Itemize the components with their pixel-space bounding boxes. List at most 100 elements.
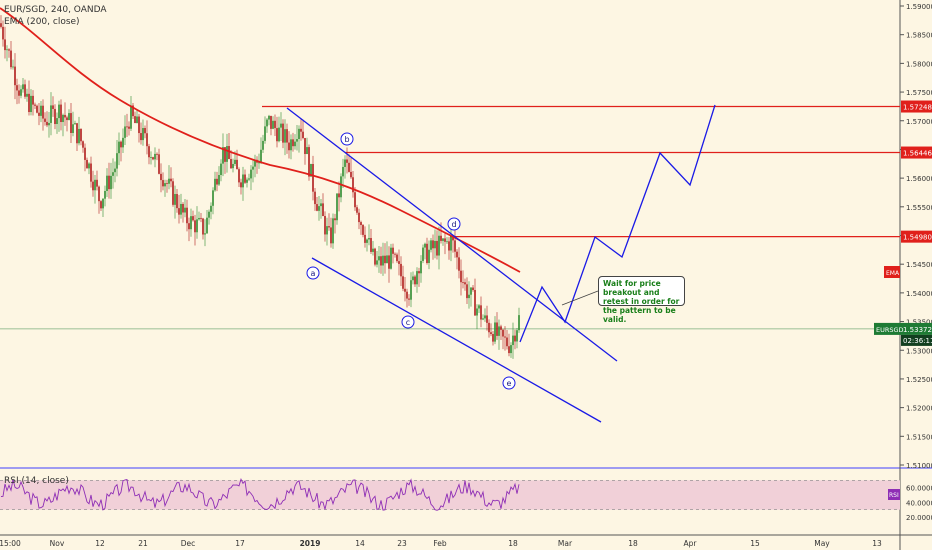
candle-body [350, 171, 352, 178]
wave-label-text: e [507, 379, 512, 388]
candle-body [366, 239, 368, 243]
candle-body [462, 282, 464, 284]
candle-body [250, 169, 252, 179]
price-tick-label: 1.57000 [906, 118, 932, 126]
candle-body [200, 217, 202, 219]
candle-body [458, 257, 460, 271]
wave-label-b[interactable] [340, 132, 354, 146]
time-axis-label: 23 [397, 539, 407, 548]
candle-body [124, 126, 126, 138]
candle-body [64, 114, 66, 118]
candle-body [272, 120, 274, 129]
candle-body [412, 276, 414, 281]
upper-trendline[interactable] [286, 107, 618, 362]
countdown-tag [901, 334, 932, 346]
candle-body [496, 322, 498, 336]
candle-body [198, 217, 200, 220]
rsi-axis-label: 60.0000 [906, 485, 932, 493]
candle-body [20, 89, 22, 96]
candle-body [474, 290, 476, 316]
candle-body [264, 126, 266, 141]
candle-body [352, 177, 354, 193]
price-level-tag[interactable] [901, 100, 932, 113]
candle-body [288, 142, 290, 151]
time-axis-label: 15:00 [0, 539, 21, 548]
candle-body [514, 335, 516, 342]
candle-body [478, 305, 480, 309]
candle-body [110, 175, 112, 190]
price-tick-label: 1.54500 [906, 261, 932, 269]
candle-body [362, 225, 364, 235]
time-axis-label: Nov [50, 539, 65, 548]
candle-body [136, 116, 138, 123]
analysis-callout[interactable]: Wait for price breakout and retest in or… [598, 276, 685, 324]
candle-body [440, 235, 442, 241]
rsi-line[interactable] [0, 477, 520, 511]
symbol-title[interactable]: EUR/SGD, 240, OANDA [4, 5, 107, 15]
candlestick-series[interactable] [0, 15, 520, 359]
candle-body [6, 49, 8, 51]
wave-label-a[interactable] [306, 266, 320, 280]
candle-body [74, 123, 76, 125]
candle-body [320, 203, 322, 207]
current-price-tag[interactable] [874, 322, 932, 335]
price-level-tag[interactable] [901, 146, 932, 159]
ema-indicator-label[interactable]: EMA (200, close) [4, 17, 80, 27]
wave-label-text: a [311, 269, 316, 278]
projection-path[interactable] [519, 104, 716, 343]
time-axis-label: 14 [355, 539, 365, 548]
rsi-indicator-label[interactable]: RSI (14, close) [4, 476, 69, 486]
candle-body [46, 121, 48, 126]
candle-body [338, 193, 340, 198]
candle-body [194, 220, 196, 233]
candle-body [52, 105, 54, 109]
lower-trendline[interactable] [311, 257, 602, 423]
candle-body [354, 192, 356, 208]
candle-body [342, 166, 344, 177]
rsi-tag[interactable] [888, 489, 900, 500]
time-axis-label: 18 [628, 539, 638, 548]
ema-200-line[interactable] [0, 7, 521, 273]
candle-body [132, 105, 134, 117]
candle-body [102, 198, 104, 209]
candle-body [186, 207, 188, 224]
time-axis-label: Apr [684, 539, 698, 548]
candle-body [494, 322, 496, 342]
candle-body [328, 226, 330, 228]
candle-body [450, 236, 452, 251]
candle-body [158, 154, 160, 174]
wave-label-text: b [344, 135, 349, 144]
wave-label-c[interactable] [401, 315, 415, 329]
price-level-tag[interactable] [901, 230, 932, 243]
candle-body [310, 164, 312, 177]
candle-body [12, 66, 14, 68]
candle-body [196, 219, 198, 233]
price-tick-label: 1.58000 [906, 60, 932, 68]
candle-body [346, 159, 348, 163]
candle-body [414, 276, 416, 285]
candle-body [508, 346, 510, 354]
candle-body [460, 270, 462, 283]
candle-body [290, 139, 292, 151]
price-tick-label: 1.52500 [906, 376, 932, 384]
candle-body [402, 276, 404, 289]
candle-body [104, 190, 106, 199]
candle-body [314, 191, 316, 205]
ema-tag[interactable] [884, 266, 900, 278]
candle-body [434, 240, 436, 249]
candle-body [8, 49, 10, 51]
candle-body [42, 105, 44, 119]
wave-label-d[interactable] [447, 217, 461, 231]
candle-body [82, 141, 84, 148]
candle-body [298, 128, 300, 140]
candle-body [280, 123, 282, 128]
candle-body [422, 247, 424, 261]
candle-body [126, 126, 128, 128]
candle-body [224, 147, 226, 162]
candle-body [90, 163, 92, 182]
wave-label-e[interactable] [502, 376, 516, 390]
candle-body [48, 122, 50, 126]
candle-body [316, 204, 318, 211]
